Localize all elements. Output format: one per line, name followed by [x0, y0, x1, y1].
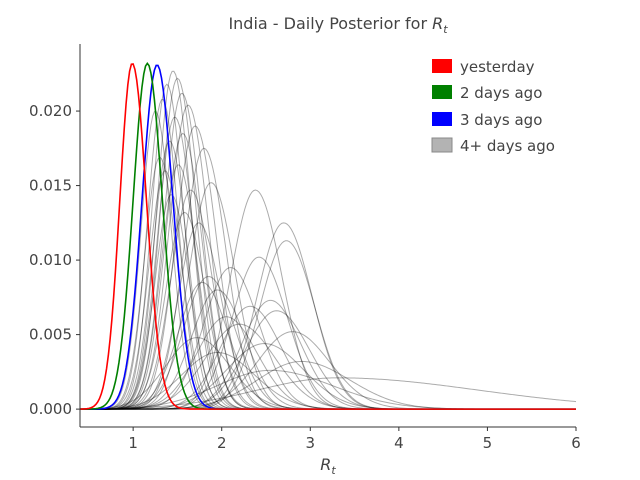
- x-tick-label: 4: [394, 434, 404, 452]
- x-tick-label: 3: [306, 434, 316, 452]
- x-tick-label: 6: [571, 434, 581, 452]
- legend: yesterday 2 days ago 3 days ago 4+ days …: [431, 58, 555, 155]
- older-series-line-40: [79, 377, 577, 410]
- x-axis-label: Rt: [320, 455, 336, 477]
- x-ticks: 1 2 3 4 5 6: [128, 427, 581, 452]
- highlight-series-lines: [79, 61, 576, 410]
- legend-label-3-days-ago: 3 days ago: [460, 111, 542, 129]
- legend-swatch-3-days-ago: [432, 112, 452, 126]
- chart-title-math: R: [432, 14, 443, 33]
- legend-label-2-days-ago: 2 days ago: [460, 84, 542, 102]
- chart-title-math-sub: t: [443, 23, 448, 36]
- series-line-yesterday: [79, 63, 576, 410]
- y-tick-label: 0.010: [29, 251, 72, 269]
- chart-title-text: India - Daily Posterior for: [228, 14, 432, 33]
- y-tick-label: 0.000: [29, 400, 72, 418]
- y-tick-label: 0.020: [29, 102, 72, 120]
- older-series-line-8: [80, 116, 576, 410]
- x-tick-label: 2: [217, 434, 227, 452]
- x-axis-label-sub: t: [331, 464, 336, 477]
- legend-label-4-plus-days-ago: 4+ days ago: [460, 137, 555, 155]
- legend-swatch-2-days-ago: [432, 85, 452, 99]
- x-tick-label: 1: [128, 434, 138, 452]
- older-series-line-26: [80, 276, 576, 410]
- x-axis-label-math: R: [320, 455, 331, 474]
- chart-title: India - Daily Posterior for Rt: [228, 14, 448, 36]
- x-tick-label: 5: [483, 434, 493, 452]
- legend-swatch-yesterday: [432, 59, 452, 73]
- legend-label-yesterday: yesterday: [460, 58, 535, 76]
- legend-swatch-4-plus-days-ago: [431, 137, 453, 153]
- y-tick-label: 0.005: [29, 326, 72, 344]
- older-series-line-7: [80, 110, 576, 410]
- y-tick-label: 0.015: [29, 177, 72, 195]
- y-ticks: 0.000 0.005 0.010 0.015 0.020: [29, 102, 80, 418]
